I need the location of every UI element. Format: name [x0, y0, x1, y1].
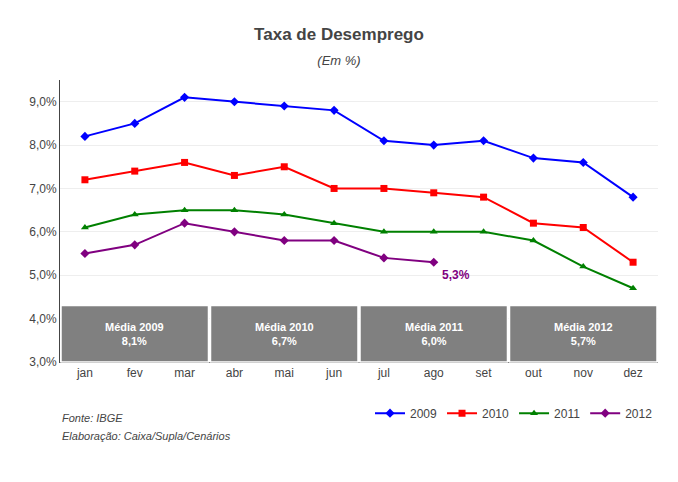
svg-text:2011: 2011 — [554, 407, 580, 421]
svg-text:8,0%: 8,0% — [29, 138, 57, 152]
svg-text:2010: 2010 — [482, 407, 509, 421]
svg-text:jun: jun — [325, 366, 342, 380]
svg-text:Média 20106,7%: Média 20106,7% — [255, 321, 314, 347]
svg-text:jul: jul — [377, 366, 390, 380]
svg-text:(Em %): (Em %) — [317, 53, 360, 68]
svg-text:Fonte: IBGE: Fonte: IBGE — [62, 412, 123, 424]
svg-text:7,0%: 7,0% — [29, 182, 57, 196]
svg-text:4,0%: 4,0% — [29, 312, 57, 326]
svg-text:ago: ago — [424, 366, 444, 380]
svg-text:out: out — [525, 366, 542, 380]
svg-text:Taxa de Desemprego: Taxa de Desemprego — [254, 25, 424, 44]
svg-text:Média 20098,1%: Média 20098,1% — [105, 321, 164, 347]
svg-text:fev: fev — [127, 366, 143, 380]
svg-text:Média 20125,7%: Média 20125,7% — [554, 321, 613, 347]
svg-text:mar: mar — [174, 366, 195, 380]
svg-text:5,3%: 5,3% — [442, 268, 470, 282]
svg-text:abr: abr — [226, 366, 243, 380]
svg-text:nov: nov — [574, 366, 593, 380]
svg-text:jan: jan — [76, 366, 93, 380]
svg-text:set: set — [476, 366, 493, 380]
svg-text:3,0%: 3,0% — [29, 355, 57, 369]
svg-text:5,0%: 5,0% — [29, 268, 57, 282]
svg-text:6,0%: 6,0% — [29, 225, 57, 239]
svg-text:2009: 2009 — [410, 407, 437, 421]
svg-text:Média 20116,0%: Média 20116,0% — [405, 321, 463, 347]
svg-text:dez: dez — [623, 366, 642, 380]
svg-text:Elaboração: Caixa/Supla/Cenári: Elaboração: Caixa/Supla/Cenários — [62, 430, 231, 442]
svg-text:mai: mai — [275, 366, 294, 380]
svg-text:2012: 2012 — [625, 407, 652, 421]
svg-text:9,0%: 9,0% — [29, 95, 57, 109]
